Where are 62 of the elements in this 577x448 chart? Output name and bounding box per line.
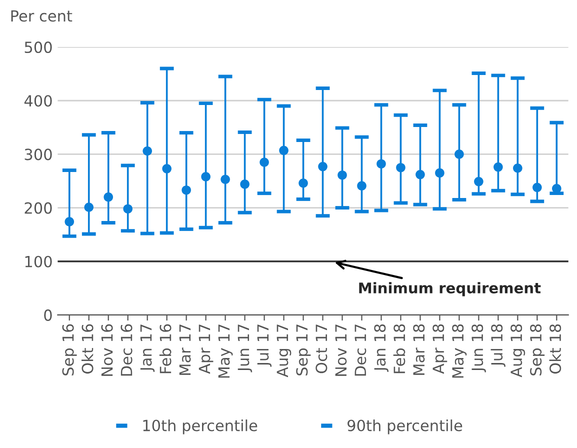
text: 90th percentile [348,419,462,434]
y-tick-label: 500 [24,42,52,54]
x-tick-label: Aug 17 [276,324,292,378]
y-tick-label: 100 [25,256,52,268]
point [318,162,328,172]
x-tick-label: Apr 18 [432,324,448,374]
point [123,204,133,214]
point [454,150,464,159]
y-tick-label: 300 [24,148,52,160]
point [552,184,562,194]
x-tick-label: Jul 17 [256,324,272,367]
point [396,162,406,172]
text: 10th percentile [143,419,258,434]
x-tick-label: Jun 17 [238,324,252,372]
point [84,202,94,212]
point [376,159,386,169]
x-tick-label: Jun 18 [472,324,486,372]
x-tick-label: Feb 18 [393,324,406,374]
point [104,192,114,202]
point [220,174,230,184]
x-tick-label: Dec 17 [354,324,366,376]
point [260,158,269,167]
point [416,170,425,180]
x-tick-label: Mar 17 [179,324,191,375]
point [494,162,503,172]
y-tick-label: 0 [44,309,52,321]
point [279,146,288,156]
point [64,217,74,226]
point [240,180,250,189]
x-tick-label: Sep 16 [62,324,77,376]
x-tick-label: Apr 17 [198,324,214,374]
x-tick-label: Nov 16 [101,324,113,376]
x-tick-label: Oct 17 [316,324,328,374]
point [182,185,191,195]
point [162,164,172,174]
point [298,178,308,188]
point [357,181,366,190]
x-tick-label: Nov 17 [335,324,347,376]
x-tick-label: Jan 18 [374,324,389,372]
point [201,172,210,182]
x-tick-label: Jul 18 [490,324,506,367]
point [338,170,347,180]
point [513,163,522,173]
point [532,182,542,192]
x-tick-label: Okt 18 [549,324,562,374]
x-tick-label: Okt 16 [81,324,94,374]
point [435,168,444,178]
annotation: Minimum requirement [359,282,541,296]
y-tick-label: 200 [24,202,52,214]
x-tick-label: Mar 18 [413,324,425,375]
x-tick-label: Dec 16 [120,324,132,376]
x-tick-label: Sep 18 [530,324,545,376]
y-axis-title: Per cent [11,10,72,22]
x-tick-label: Jan 17 [140,324,155,372]
x-tick-label: Sep 17 [296,324,311,376]
point [142,146,152,156]
x-tick-label: Aug 18 [510,324,526,378]
x-tick-label: May 18 [452,324,467,378]
y-tick-label: 400 [24,95,52,107]
point [474,176,484,186]
x-tick-label: Feb 16 [159,324,172,374]
x-tick-label: May 17 [218,324,233,378]
